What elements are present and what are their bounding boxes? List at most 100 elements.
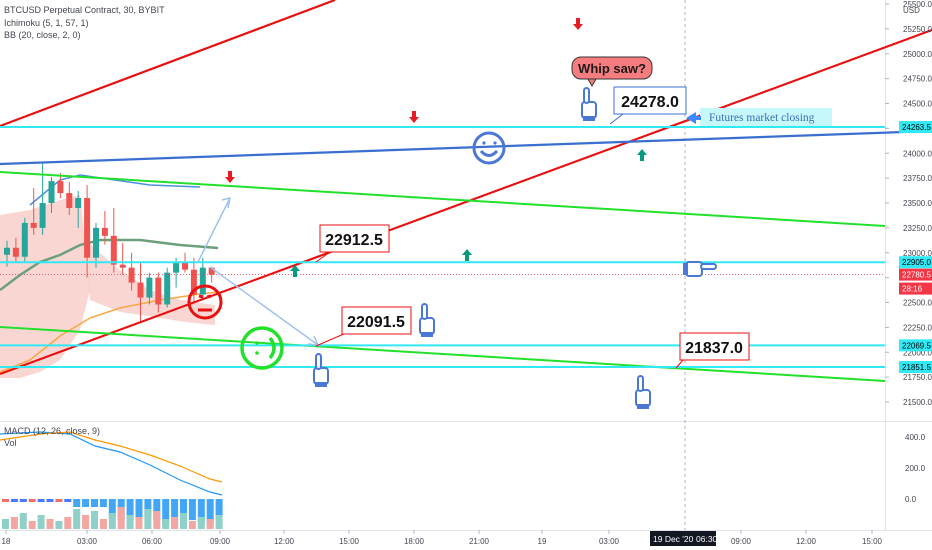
- candle-body: [146, 277, 153, 298]
- callout-21837-label: 21837.0: [685, 340, 743, 357]
- price-badge-label: 22780.5: [902, 271, 931, 280]
- candle-body: [164, 272, 171, 305]
- price-tick-label: 25500.0: [903, 0, 932, 9]
- price-tick-label: 23250.0: [903, 224, 932, 233]
- time-tick-label: 03:00: [77, 537, 98, 546]
- price-badge-label: 24263.5: [902, 123, 931, 132]
- price-tick-label: 24500.0: [903, 100, 932, 109]
- volume-bar: [73, 509, 81, 529]
- macd-histogram-bar: [46, 499, 54, 502]
- time-tick-label: 18:00: [404, 537, 425, 546]
- candle-body: [30, 222, 37, 228]
- ichimoku-legend[interactable]: Ichimoku (5, 1, 57, 1): [4, 18, 89, 28]
- price-badge-label: 21851.5: [902, 363, 931, 372]
- price-badge-label: 22905.0: [902, 258, 931, 267]
- price-badge: [899, 339, 932, 352]
- futures-label-bg: [700, 108, 832, 126]
- time-tick-label: 03:00: [599, 537, 620, 546]
- baseline-line: [0, 238, 219, 291]
- candle-body: [66, 193, 73, 208]
- volume-bar: [55, 521, 63, 529]
- macd-histogram-bar: [180, 499, 187, 517]
- macd-histogram-bar: [144, 499, 152, 517]
- volume-bar: [197, 517, 205, 529]
- volume-bar: [135, 517, 143, 529]
- price-tick-label: 22500.0: [903, 299, 932, 308]
- time-tick-label: 12:00: [796, 537, 817, 546]
- macd-histogram-bar: [153, 499, 161, 520]
- volume-bar: [2, 519, 9, 529]
- up-arrow-icon: [462, 249, 472, 255]
- price-badge: [899, 282, 932, 295]
- macd-tick-label: 200.0: [905, 464, 926, 473]
- happy-face-icon: [472, 131, 506, 165]
- time-tick-label: 09:00: [731, 537, 752, 546]
- time-tick-label: 18: [2, 537, 11, 546]
- time-tick-label: 19: [538, 537, 547, 546]
- callout-22912: 22912.5: [315, 224, 390, 263]
- whip-saw-callout: Whip saw?: [571, 56, 653, 88]
- pointing-hand-icon: [635, 375, 651, 409]
- candle-body: [4, 247, 10, 255]
- up-arrow-icon: [465, 255, 469, 261]
- price-tick-label: 25250.0: [903, 25, 932, 34]
- macd-histogram-bar: [37, 499, 45, 502]
- candle-body: [137, 282, 144, 298]
- macd-line: [0, 431, 223, 496]
- macd-histogram-bar: [99, 499, 107, 507]
- macd-histogram-bar: [10, 499, 18, 502]
- price-badge: [899, 361, 932, 374]
- up-arrow-icon: [640, 155, 644, 161]
- price-tick-label: 24000.0: [903, 149, 932, 158]
- candle-body: [39, 203, 46, 228]
- macd-histogram-bar: [82, 499, 90, 507]
- macd-histogram-bar: [64, 499, 72, 502]
- candle-body: [12, 247, 19, 257]
- down-arrow-icon: [576, 18, 580, 24]
- macd-legend[interactable]: MACD (12, 26, close, 9): [4, 426, 101, 436]
- price-tick-label: 23000.0: [903, 249, 932, 258]
- up-arrow-icon: [293, 271, 297, 277]
- volume-bar: [162, 519, 170, 529]
- volume-bar: [171, 517, 179, 529]
- macd-histogram-bar: [91, 499, 98, 507]
- bb-legend[interactable]: BB (20, close, 2, 0): [4, 30, 81, 40]
- price-badge-label: 28:16: [902, 285, 923, 294]
- blue-trendline: [0, 129, 932, 166]
- volume-bar: [37, 515, 45, 529]
- price-tick-label: 23500.0: [903, 199, 932, 208]
- symbol-legend[interactable]: BTCUSD Perpetual Contract, 30, BYBIT: [4, 5, 165, 15]
- callout-22091-label: 22091.5: [347, 314, 405, 331]
- volume-bar: [153, 511, 161, 529]
- price-tick-label: 22000.0: [903, 348, 932, 357]
- macd-tick-label: 0.0: [905, 495, 917, 504]
- time-tick-label: 15:00: [339, 537, 360, 546]
- price-badge-label: 22069.5: [902, 341, 931, 350]
- candle-body: [208, 267, 215, 275]
- green-channel-lower: [0, 326, 886, 382]
- volume-bar: [46, 519, 54, 529]
- price-badge: [899, 268, 932, 281]
- price-tick-label: 24750.0: [903, 75, 932, 84]
- macd-histogram-bar: [19, 499, 27, 502]
- volume-bar: [215, 515, 223, 529]
- volume-bar: [99, 519, 107, 529]
- pointing-hand-icon: [419, 303, 435, 337]
- price-tick-label: 23750.0: [903, 174, 932, 183]
- macd-histogram-bar: [171, 499, 179, 526]
- macd-histogram-bar: [188, 499, 196, 520]
- price-badge: [899, 121, 932, 134]
- whip-saw-label: Whip saw?: [578, 61, 646, 76]
- candle-body: [182, 262, 188, 270]
- down-arrow-icon: [412, 111, 416, 117]
- down-arrow-icon: [409, 117, 419, 123]
- callout-24278: 24278.0: [609, 86, 687, 125]
- volume-bar: [64, 517, 72, 529]
- vol-legend[interactable]: Vol: [4, 438, 17, 448]
- red-trendline: [0, 28, 932, 376]
- price-tick-label: 21750.0: [903, 373, 932, 382]
- candle-body: [101, 227, 108, 236]
- volume-bar: [19, 513, 27, 529]
- candle-body: [119, 264, 126, 268]
